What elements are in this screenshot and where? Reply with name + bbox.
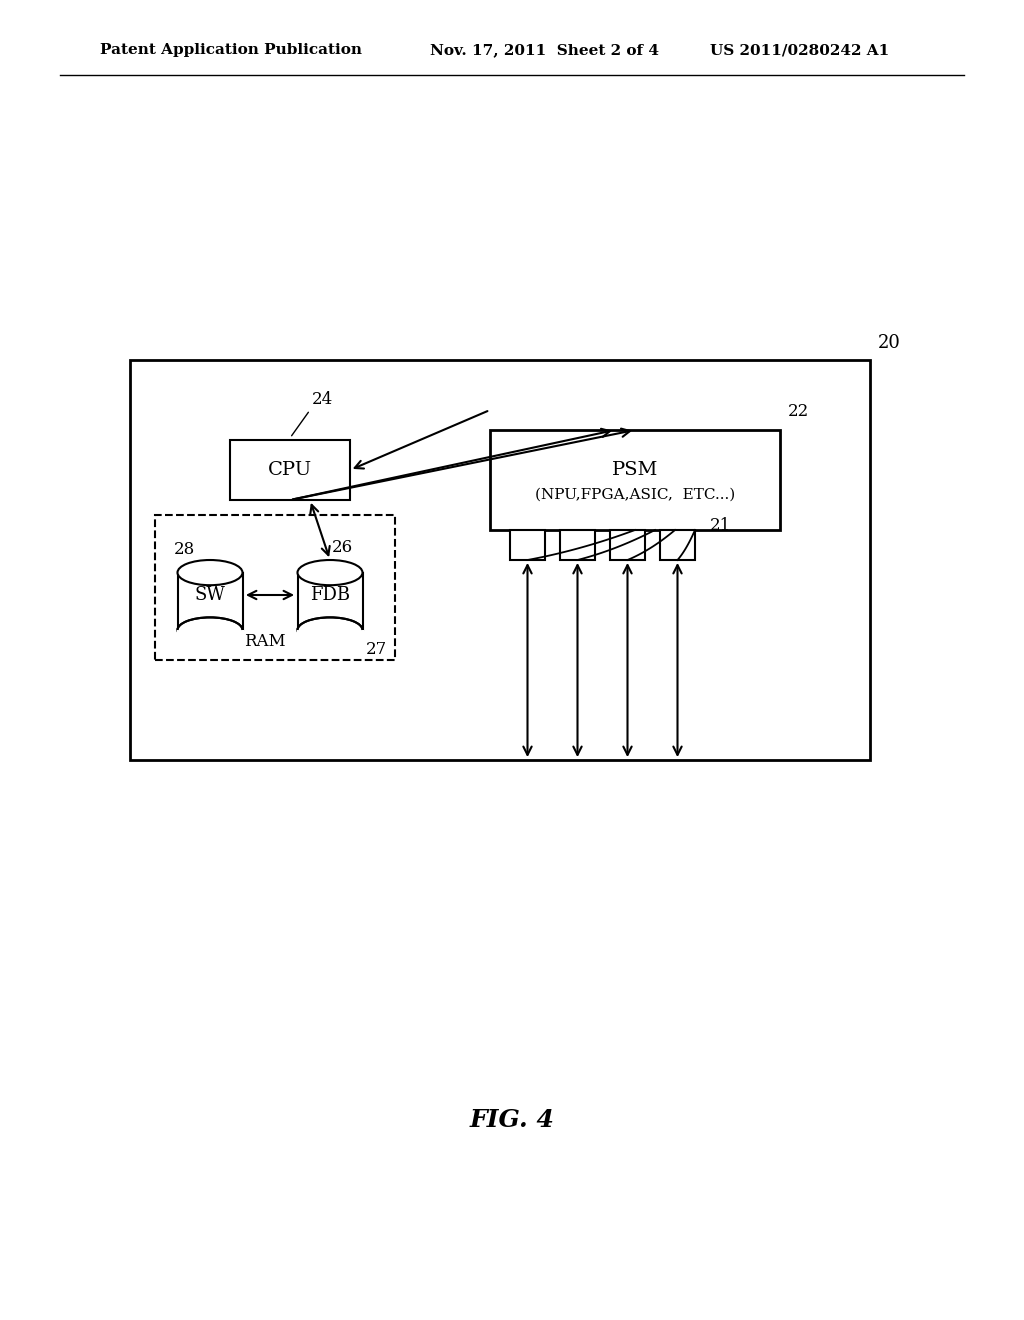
Bar [560,531,595,560]
Text: FIG. 4: FIG. 4 [470,1107,554,1133]
Bar [155,515,395,660]
Bar [490,430,780,531]
Text: 20: 20 [878,334,901,352]
Text: 28: 28 [174,541,195,558]
Text: RAM: RAM [244,634,286,651]
Bar [130,360,870,760]
Bar [510,531,545,560]
Text: 26: 26 [332,539,353,556]
Text: CPU: CPU [268,461,312,479]
Bar [660,531,695,560]
Ellipse shape [177,560,243,585]
Ellipse shape [298,560,362,585]
Bar [298,573,362,630]
Text: Patent Application Publication: Patent Application Publication [100,44,362,57]
Text: US 2011/0280242 A1: US 2011/0280242 A1 [710,44,889,57]
Text: FDB: FDB [310,586,350,605]
Bar [230,440,350,500]
Text: 27: 27 [366,642,387,659]
Text: SW: SW [195,586,225,605]
Bar [610,531,645,560]
Bar [177,573,243,630]
Ellipse shape [298,618,362,643]
Text: 24: 24 [312,391,333,408]
Bar [297,630,364,644]
Text: PSM: PSM [611,461,658,479]
Text: 22: 22 [788,403,809,420]
Bar [176,630,244,644]
Text: Nov. 17, 2011  Sheet 2 of 4: Nov. 17, 2011 Sheet 2 of 4 [430,44,659,57]
Text: (NPU,FPGA,ASIC,  ETC...): (NPU,FPGA,ASIC, ETC...) [535,488,735,502]
Ellipse shape [177,618,243,643]
Text: 21: 21 [710,516,731,533]
